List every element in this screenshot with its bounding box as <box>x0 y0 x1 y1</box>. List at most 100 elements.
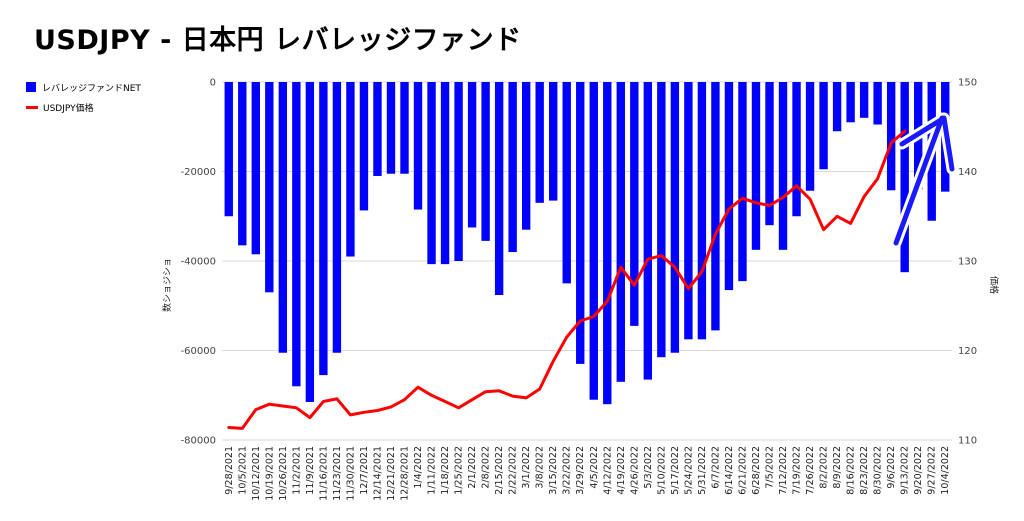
x-tick-label: 2/22/2022 <box>508 446 519 495</box>
x-tick-label: 12/28/2021 <box>400 446 411 501</box>
x-tick-label: 9/20/2022 <box>913 446 924 495</box>
bar <box>603 82 612 405</box>
bar <box>616 82 625 382</box>
x-tick-label: 12/7/2021 <box>359 446 370 495</box>
x-tick-label: 5/31/2022 <box>697 446 708 495</box>
x-tick-label: 10/12/2021 <box>251 446 262 501</box>
bar <box>643 82 653 380</box>
bar <box>724 82 734 291</box>
x-tick-label: 9/13/2022 <box>900 446 911 495</box>
y-tick-label: -20000 <box>181 167 216 178</box>
x-tick-label: 10/5/2021 <box>237 446 248 495</box>
x-tick-label: 1/25/2022 <box>454 446 465 495</box>
x-tick-label: 6/7/2022 <box>710 446 721 489</box>
bar <box>684 82 693 340</box>
y-tick-label: -60000 <box>181 346 216 357</box>
x-tick-label: 8/23/2022 <box>859 446 870 495</box>
x-tick-label: 2/1/2022 <box>467 446 478 489</box>
bar <box>454 82 463 261</box>
bar <box>900 82 909 273</box>
bar <box>765 82 774 226</box>
x-tick-label: 12/14/2021 <box>372 446 383 501</box>
bar <box>346 82 355 257</box>
y-tick-label: -40000 <box>181 257 216 268</box>
legend-item-bars: レバレッジファンドNET <box>26 77 141 97</box>
y-tick-label: 0 <box>210 78 216 89</box>
x-tick-label: 6/21/2022 <box>737 446 748 495</box>
x-tick-label: 7/5/2022 <box>765 446 776 489</box>
x-tick-label: 11/16/2021 <box>318 446 329 501</box>
bar <box>386 82 396 174</box>
bar <box>238 82 247 246</box>
bar <box>427 82 436 265</box>
x-tick-label: 2/8/2022 <box>481 446 492 489</box>
x-tick-label: 3/22/2022 <box>562 446 573 495</box>
legend-label-bars: レバレッジファンドNET <box>42 83 141 94</box>
bar <box>805 82 815 191</box>
bar <box>265 82 274 293</box>
bar-series <box>224 82 950 405</box>
x-tick-label: 8/16/2022 <box>846 446 857 495</box>
bar <box>670 82 680 353</box>
x-tick-label: 11/9/2021 <box>305 446 316 495</box>
x-tick-label: 7/12/2022 <box>778 446 789 495</box>
x-tick-label: 3/29/2022 <box>575 446 586 495</box>
x-tick-label: 3/8/2022 <box>535 446 546 489</box>
bar <box>819 82 828 170</box>
bar <box>278 82 288 353</box>
x-tick-label: 4/5/2022 <box>589 446 600 489</box>
bar <box>359 82 369 211</box>
x-tick-label: 9/28/2021 <box>224 446 235 495</box>
x-tick-label: 11/2/2021 <box>291 446 302 495</box>
x-tick-label: 11/23/2021 <box>332 446 343 501</box>
x-tick-label: 4/19/2022 <box>616 446 627 495</box>
x-tick-label: 5/17/2022 <box>670 446 681 495</box>
bar <box>738 82 747 282</box>
y-tick-label: -80000 <box>181 436 216 447</box>
x-tick-label: 3/15/2022 <box>548 446 559 495</box>
y2-tick-label: 120 <box>958 346 977 357</box>
y2-tick-label: 140 <box>958 167 977 178</box>
bar <box>332 82 342 353</box>
x-tick-label: 6/14/2022 <box>724 446 735 495</box>
price-line <box>227 129 907 430</box>
x-tick-label: 10/26/2021 <box>278 446 289 501</box>
bar <box>792 82 801 217</box>
x-tick-label: 8/30/2022 <box>873 446 884 495</box>
x-tick-label: 12/21/2021 <box>386 446 397 501</box>
arrow-shaft <box>893 115 945 246</box>
bar <box>467 82 477 228</box>
bar <box>778 82 788 250</box>
line-series <box>227 129 907 430</box>
bar <box>846 82 855 123</box>
bar <box>576 82 585 364</box>
bar <box>440 82 450 265</box>
bar <box>494 82 504 296</box>
y-axis-title: 数ショジショ <box>161 258 173 312</box>
chart-title: USDJPY - 日本円 レバレッジファンド <box>34 25 522 56</box>
x-tick-label: 5/24/2022 <box>683 446 694 495</box>
legend-swatch-line <box>26 105 38 109</box>
legend: レバレッジファンドNET USDJPY価格 <box>26 77 141 117</box>
legend-item-line: USDJPY価格 <box>26 97 141 117</box>
bar <box>224 82 233 217</box>
bar <box>859 82 869 118</box>
bar <box>886 82 896 191</box>
grid-lines <box>222 81 952 441</box>
bar <box>305 82 315 402</box>
bar <box>373 82 382 176</box>
bar <box>697 82 707 340</box>
x-tick-label: 6/28/2022 <box>751 446 762 495</box>
x-tick-label: 8/9/2022 <box>832 446 843 489</box>
bar <box>413 82 423 210</box>
axes: 0 -20000 -40000 -60000 -80000 150 140 130 120 110… <box>161 78 1000 501</box>
x-tick-label: 10/19/2021 <box>264 446 275 501</box>
x-tick-label: 7/19/2022 <box>792 446 803 495</box>
bar <box>549 82 558 201</box>
x-tick-label: 10/4/2022 <box>940 446 951 495</box>
legend-label-line: USDJPY価格 <box>43 103 94 114</box>
x-tick-label: 4/12/2022 <box>602 446 613 495</box>
arrow-head <box>899 115 955 172</box>
bar <box>481 82 490 241</box>
